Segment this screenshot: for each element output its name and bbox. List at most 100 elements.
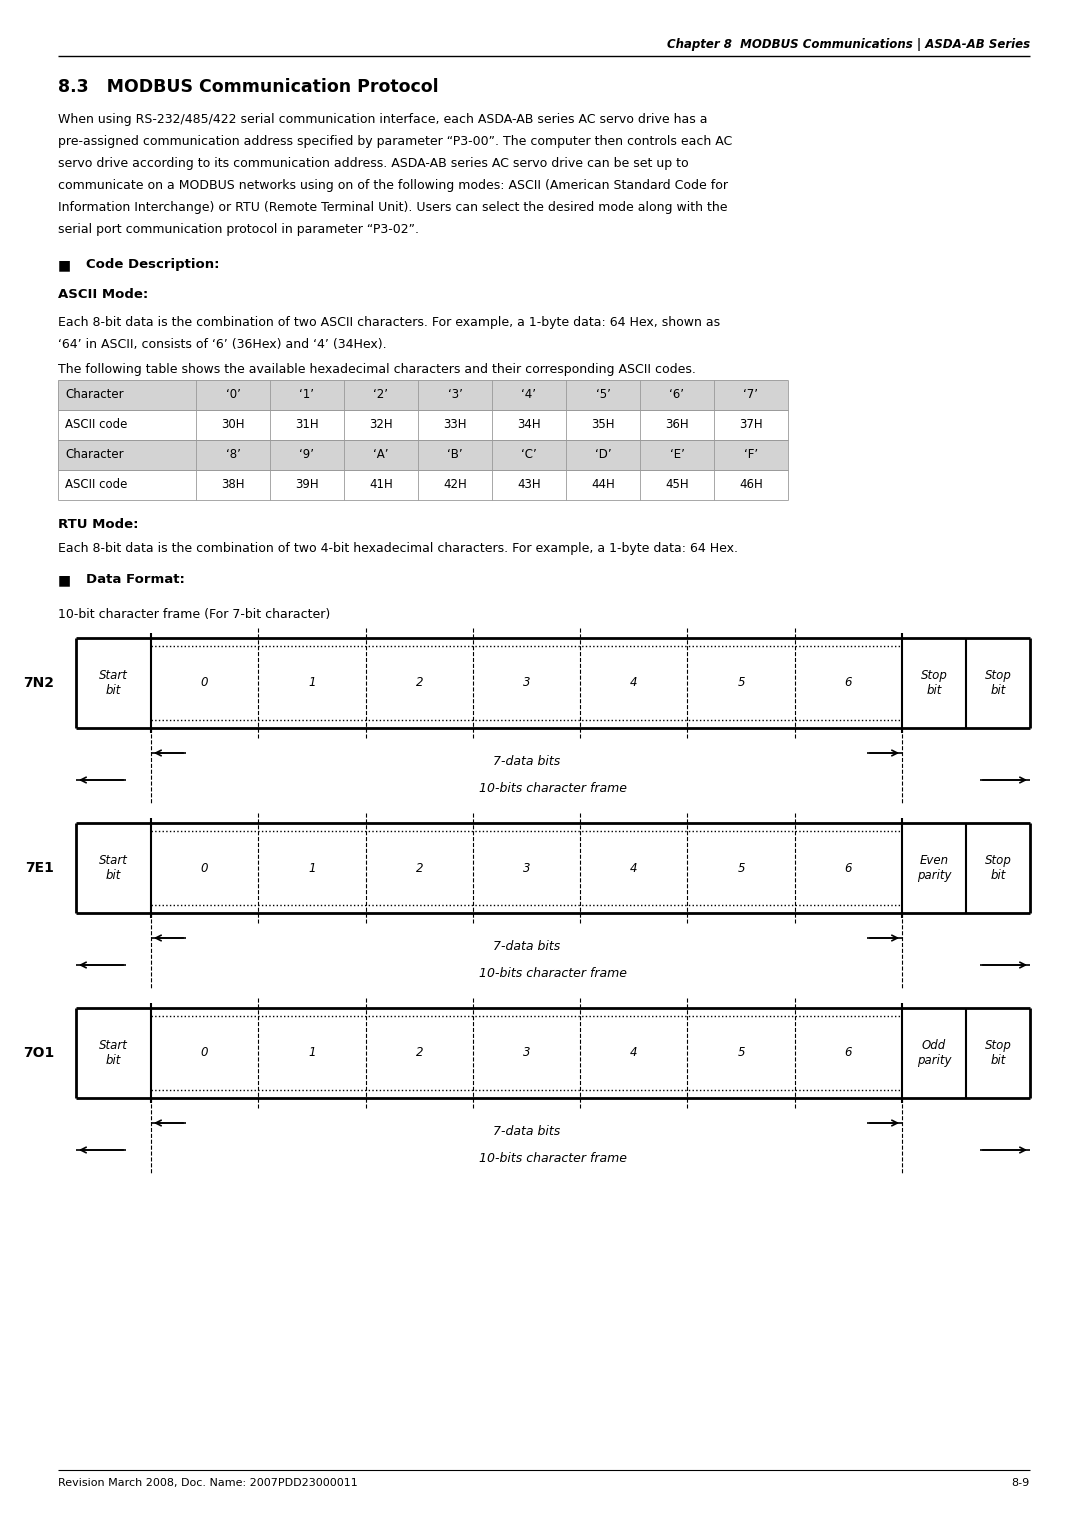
Text: 31H: 31H [295, 419, 319, 431]
Text: 10-bit character frame (For 7-bit character): 10-bit character frame (For 7-bit charac… [58, 608, 330, 620]
Text: Stop
bit: Stop bit [985, 669, 1012, 697]
Text: ‘7’: ‘7’ [743, 388, 758, 402]
Text: 10-bits character frame: 10-bits character frame [480, 782, 627, 795]
Text: 39H: 39H [295, 478, 319, 492]
Text: ‘E’: ‘E’ [670, 449, 685, 461]
Text: 8-9: 8-9 [1012, 1478, 1030, 1488]
Text: ‘3’: ‘3’ [447, 388, 462, 402]
Text: ‘1’: ‘1’ [299, 388, 314, 402]
Text: Chapter 8  MODBUS Communications | ASDA-AB Series: Chapter 8 MODBUS Communications | ASDA-A… [666, 38, 1030, 50]
Text: Code Description:: Code Description: [86, 258, 219, 270]
Text: 6: 6 [845, 677, 852, 689]
Text: 35H: 35H [591, 419, 615, 431]
Text: Start
bit: Start bit [99, 1039, 127, 1067]
Text: 5: 5 [738, 677, 745, 689]
Text: servo drive according to its communication address. ASDA-AB series AC servo driv: servo drive according to its communicati… [58, 157, 689, 170]
Text: 33H: 33H [443, 419, 467, 431]
Text: Even
parity: Even parity [917, 854, 951, 882]
Text: Stop
bit: Stop bit [985, 1039, 1012, 1067]
Bar [58, 440, 788, 471]
Text: 7N2: 7N2 [23, 675, 54, 691]
Text: 34H: 34H [517, 419, 541, 431]
Text: Data Format:: Data Format: [86, 573, 185, 587]
Text: 1: 1 [308, 1047, 315, 1059]
Text: ASCII Mode:: ASCII Mode: [58, 287, 148, 301]
Text: RTU Mode:: RTU Mode: [58, 518, 138, 532]
Text: 6: 6 [845, 1047, 852, 1059]
Bar [58, 471, 788, 500]
Text: 46H: 46H [739, 478, 762, 492]
Text: 42H: 42H [443, 478, 467, 492]
Text: 3: 3 [523, 862, 530, 874]
Text: ‘B’: ‘B’ [447, 449, 463, 461]
Text: 0: 0 [201, 677, 208, 689]
Text: 32H: 32H [369, 419, 393, 431]
Text: 7E1: 7E1 [25, 860, 54, 876]
Text: ‘C’: ‘C’ [522, 449, 537, 461]
Text: ■: ■ [58, 573, 71, 587]
Text: Character: Character [65, 449, 123, 461]
Text: 0: 0 [201, 1047, 208, 1059]
Text: pre-assigned communication address specified by parameter “P3-00”. The computer : pre-assigned communication address speci… [58, 134, 732, 148]
Text: ASCII code: ASCII code [65, 478, 127, 492]
Text: 43H: 43H [517, 478, 541, 492]
Text: ‘A’: ‘A’ [374, 449, 389, 461]
Text: Odd
parity: Odd parity [917, 1039, 951, 1067]
Text: 3: 3 [523, 677, 530, 689]
Text: 0: 0 [201, 862, 208, 874]
Text: Start
bit: Start bit [99, 669, 127, 697]
Text: 7-data bits: 7-data bits [492, 940, 561, 953]
Text: ‘2’: ‘2’ [374, 388, 389, 402]
Text: 10-bits character frame: 10-bits character frame [480, 967, 627, 979]
Text: 10-bits character frame: 10-bits character frame [480, 1152, 627, 1164]
Text: communicate on a MODBUS networks using on of the following modes: ASCII (America: communicate on a MODBUS networks using o… [58, 179, 728, 193]
Text: 5: 5 [738, 862, 745, 874]
Text: 45H: 45H [665, 478, 689, 492]
Text: Each 8-bit data is the combination of two ASCII characters. For example, a 1-byt: Each 8-bit data is the combination of tw… [58, 316, 720, 329]
Text: ‘D’: ‘D’ [595, 449, 611, 461]
Text: 7O1: 7O1 [23, 1047, 54, 1060]
Text: Revision March 2008, Doc. Name: 2007PDD23000011: Revision March 2008, Doc. Name: 2007PDD2… [58, 1478, 357, 1488]
Text: Character: Character [65, 388, 123, 402]
Text: ‘64’ in ASCII, consists of ‘6’ (36Hex) and ‘4’ (34Hex).: ‘64’ in ASCII, consists of ‘6’ (36Hex) a… [58, 338, 387, 351]
Text: 1: 1 [308, 862, 315, 874]
Text: The following table shows the available hexadecimal characters and their corresp: The following table shows the available … [58, 364, 696, 376]
Text: 3: 3 [523, 1047, 530, 1059]
Text: 2: 2 [416, 677, 423, 689]
Text: ‘0’: ‘0’ [226, 388, 241, 402]
Text: Stop
bit: Stop bit [985, 854, 1012, 882]
Text: 4: 4 [630, 862, 637, 874]
Text: Stop
bit: Stop bit [920, 669, 947, 697]
Text: 2: 2 [416, 862, 423, 874]
Bar [58, 410, 788, 440]
Text: 4: 4 [630, 677, 637, 689]
Text: ‘6’: ‘6’ [670, 388, 685, 402]
Text: ‘F’: ‘F’ [744, 449, 758, 461]
Text: Start
bit: Start bit [99, 854, 127, 882]
Text: ASCII code: ASCII code [65, 419, 127, 431]
Text: 44H: 44H [591, 478, 615, 492]
Text: 36H: 36H [665, 419, 689, 431]
Text: ‘4’: ‘4’ [522, 388, 537, 402]
Text: 37H: 37H [739, 419, 762, 431]
Text: 2: 2 [416, 1047, 423, 1059]
Text: 38H: 38H [221, 478, 245, 492]
Text: ‘8’: ‘8’ [226, 449, 241, 461]
Text: 7-data bits: 7-data bits [492, 755, 561, 769]
Text: 7-data bits: 7-data bits [492, 1125, 561, 1138]
Text: ‘9’: ‘9’ [299, 449, 314, 461]
Text: 4: 4 [630, 1047, 637, 1059]
Bar [58, 380, 788, 410]
Text: 8.3   MODBUS Communication Protocol: 8.3 MODBUS Communication Protocol [58, 78, 438, 96]
Text: ‘5’: ‘5’ [595, 388, 610, 402]
Text: 6: 6 [845, 862, 852, 874]
Text: 1: 1 [308, 677, 315, 689]
Text: Each 8-bit data is the combination of two 4-bit hexadecimal characters. For exam: Each 8-bit data is the combination of tw… [58, 542, 738, 555]
Text: Information Interchange) or RTU (Remote Terminal Unit). Users can select the des: Information Interchange) or RTU (Remote … [58, 202, 728, 214]
Text: ■: ■ [58, 258, 71, 272]
Text: serial port communication protocol in parameter “P3-02”.: serial port communication protocol in pa… [58, 223, 419, 235]
Text: 5: 5 [738, 1047, 745, 1059]
Text: When using RS-232/485/422 serial communication interface, each ASDA-AB series AC: When using RS-232/485/422 serial communi… [58, 113, 707, 125]
Text: 30H: 30H [221, 419, 245, 431]
Text: 41H: 41H [369, 478, 393, 492]
